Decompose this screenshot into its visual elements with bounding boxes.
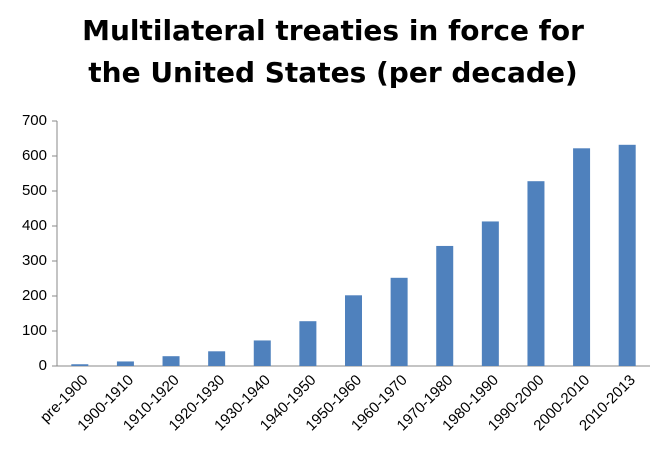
bar <box>345 295 362 366</box>
bar <box>299 321 317 366</box>
bar <box>527 181 545 366</box>
bar <box>436 245 454 366</box>
y-tick-label: 200 <box>22 287 47 304</box>
chart-title: Multilateral treaties in force for the U… <box>82 14 584 89</box>
y-tick-label: 300 <box>22 252 47 269</box>
y-tick-label: 0 <box>39 357 47 374</box>
bar <box>116 361 134 366</box>
bar <box>162 356 180 366</box>
bar <box>208 351 226 366</box>
bar <box>481 221 499 366</box>
y-tick-label: 600 <box>22 147 47 164</box>
y-tick-label: 100 <box>22 322 47 339</box>
y-tick-label: 400 <box>22 217 47 234</box>
y-tick-label: 500 <box>22 182 47 199</box>
bar <box>573 148 591 366</box>
bar <box>253 340 271 366</box>
bar <box>71 364 89 366</box>
bar <box>390 277 408 366</box>
y-tick-label: 700 <box>22 112 47 129</box>
bar <box>618 144 636 366</box>
